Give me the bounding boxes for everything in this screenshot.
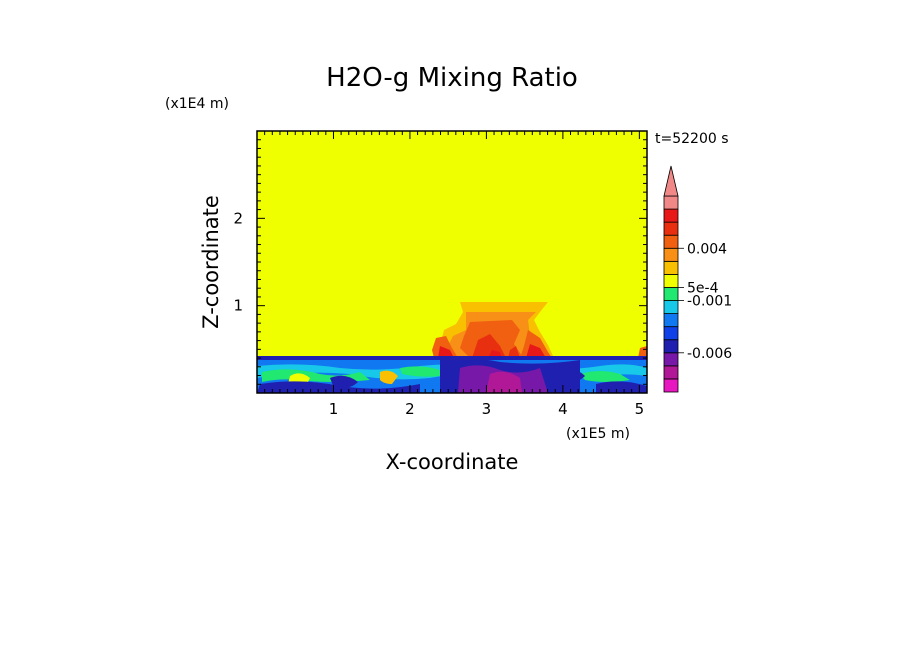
colorbar-segment-6 xyxy=(663,300,679,314)
heatmap-field xyxy=(257,131,647,393)
colorbar-segment-3 xyxy=(663,339,679,354)
x-tick-label-4: 5 xyxy=(635,400,645,418)
y-tick-label-0: 1 xyxy=(233,297,243,315)
colorbar-segment-12 xyxy=(663,221,679,236)
y-axis-ticks: 12 xyxy=(233,209,243,314)
x-tick-label-3: 4 xyxy=(558,400,568,418)
colorbar: 0.004 5e-4-0.001 -0.006 xyxy=(663,165,732,393)
y-tick-label-1: 2 xyxy=(233,209,243,227)
colorbar-segment-11 xyxy=(663,234,679,249)
y-axis-label: Z-coordinate xyxy=(199,195,223,329)
colorbar-extend-arrow xyxy=(663,165,679,197)
colorbar-segment-4 xyxy=(663,326,679,341)
colorbar-segment-10 xyxy=(663,247,679,262)
colorbar-label-3: -0.006 xyxy=(687,346,732,362)
colorbar-segment-2 xyxy=(663,352,679,367)
colorbar-segment-5 xyxy=(663,313,679,328)
x-tick-label-2: 3 xyxy=(482,400,492,418)
colorbar-segment-0 xyxy=(663,378,679,393)
plume xyxy=(432,302,647,358)
colorbar-segment-14 xyxy=(663,195,679,210)
colorbar-label-2: -0.001 xyxy=(687,294,732,310)
colorbar-segment-9 xyxy=(663,260,679,275)
chart-title: H2O-g Mixing Ratio xyxy=(326,63,578,93)
time-label: t=52200 s xyxy=(655,131,729,147)
x-tick-label-1: 2 xyxy=(405,400,415,418)
x-axis-ticks: 1 2 3 4 5 xyxy=(329,400,644,418)
colorbar-segment-8 xyxy=(663,273,679,288)
colorbar-segment-7 xyxy=(663,287,679,301)
x-multiplier-label: (x1E5 m) xyxy=(566,426,630,442)
colorbar-segment-1 xyxy=(663,365,679,380)
x-axis-label: X-coordinate xyxy=(386,450,519,474)
boundary-layer xyxy=(257,356,647,393)
colorbar-label-1: 5e-4 xyxy=(687,280,719,296)
colorbar-label-0: 0.004 xyxy=(687,241,727,257)
frame-minor-ticks xyxy=(256,130,648,394)
colorbar-segment-13 xyxy=(663,208,679,223)
x-tick-label-0: 1 xyxy=(329,400,339,418)
y-multiplier-label: (x1E4 m) xyxy=(165,96,229,112)
